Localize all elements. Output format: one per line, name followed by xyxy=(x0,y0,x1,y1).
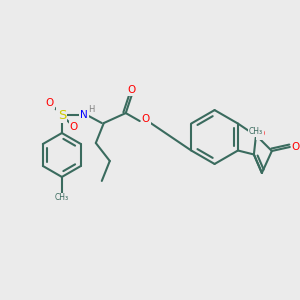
Text: O: O xyxy=(142,114,150,124)
Text: CH₃: CH₃ xyxy=(249,127,263,136)
Text: O: O xyxy=(70,122,78,132)
Text: O: O xyxy=(292,142,300,152)
Text: S: S xyxy=(58,109,66,122)
Text: O: O xyxy=(257,129,265,139)
Text: N: N xyxy=(80,110,88,120)
Text: O: O xyxy=(46,98,54,108)
Text: CH₃: CH₃ xyxy=(55,194,69,202)
Text: O: O xyxy=(128,85,136,95)
Text: H: H xyxy=(88,105,94,114)
